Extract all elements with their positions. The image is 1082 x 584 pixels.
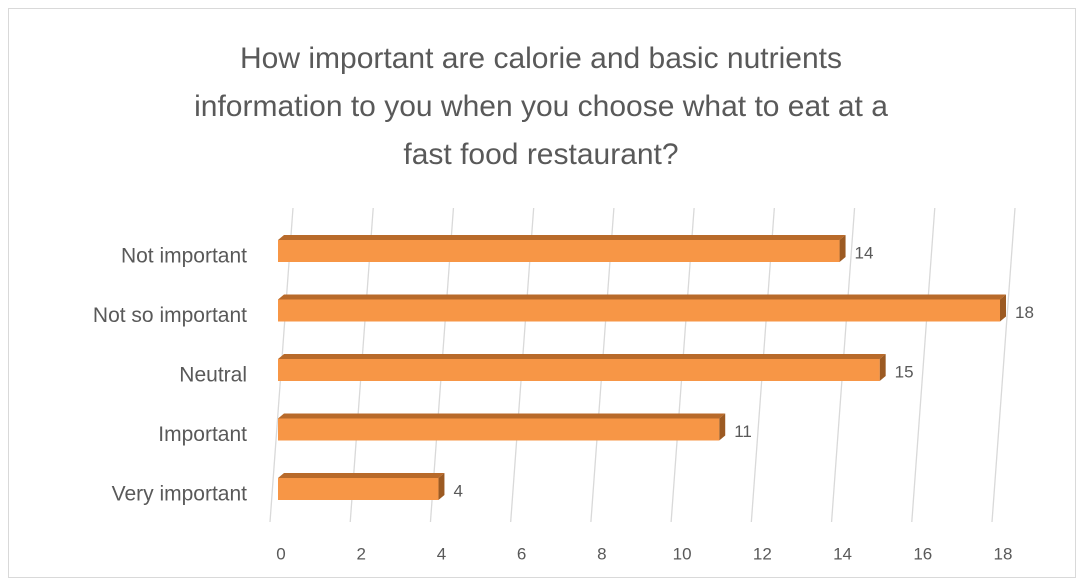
data-label: 15 [895,362,914,381]
bar [278,354,886,381]
y-tick-label: Not important [121,245,247,268]
bar [278,294,1006,322]
x-tick-label: 8 [597,544,606,563]
x-tick-label: 10 [673,544,692,563]
x-tick-label: 2 [356,544,365,563]
y-tick-label: Important [158,423,247,446]
chart-title: How important are calorie and basic nutr… [240,42,842,75]
y-tick-label: Not so important [93,304,247,327]
bar [278,473,445,500]
grid-line [991,207,1016,523]
data-label: 14 [855,243,874,262]
chart-title: information to you when you choose what … [194,90,888,123]
y-tick-label: Neutral [179,364,247,387]
x-tick-label: 14 [833,544,852,563]
chart-title: fast food restaurant? [403,138,678,171]
x-tick-label: 0 [276,544,285,563]
x-tick-label: 4 [437,544,446,563]
y-tick-label: Very important [112,483,248,506]
data-label: 18 [1015,303,1034,322]
chart-border [8,8,1076,578]
bar [278,413,726,441]
grid-line [911,207,936,523]
x-tick-label: 18 [994,544,1013,563]
bar [278,235,846,262]
data-label: 4 [453,481,462,500]
x-tick-label: 6 [517,544,526,563]
x-tick-label: 12 [753,544,772,563]
x-tick-label: 16 [913,544,932,563]
data-label: 11 [734,422,752,441]
